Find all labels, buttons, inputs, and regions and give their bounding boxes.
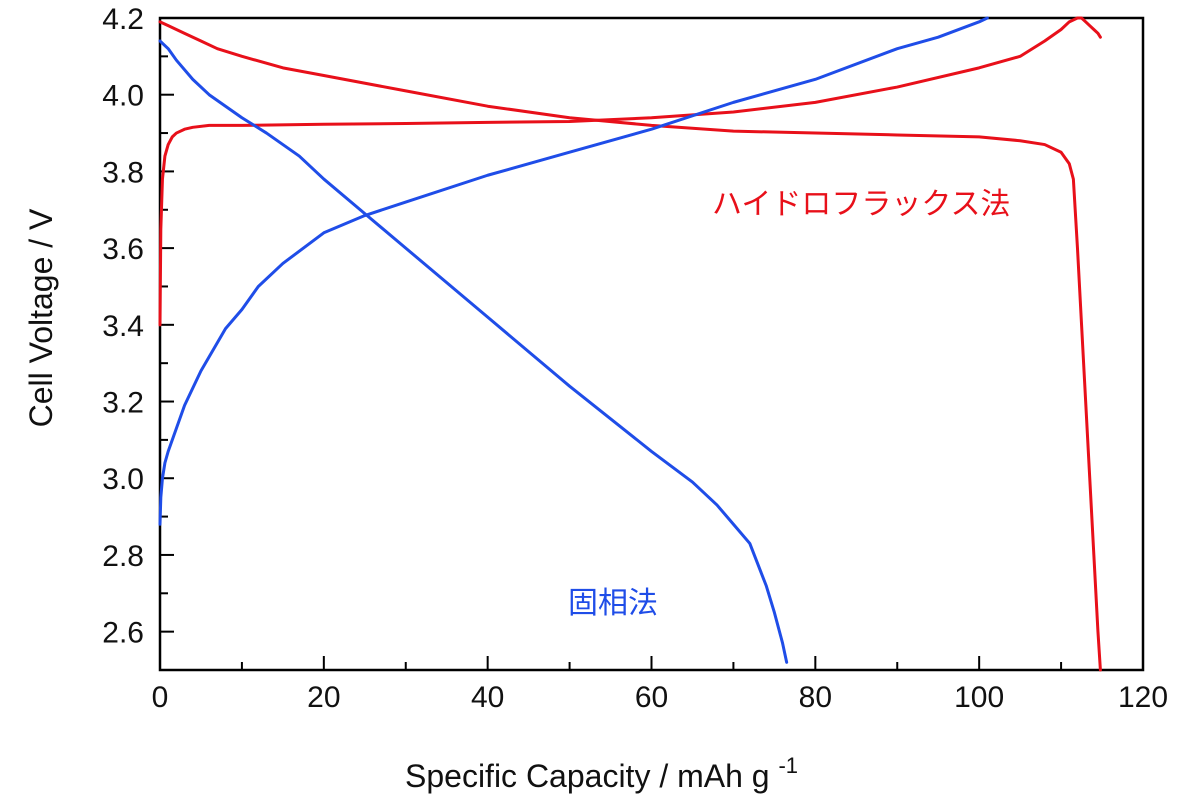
- x-tick-labels: 0 20 40 60 80 100 120: [152, 681, 1168, 714]
- x-tick-label: 100: [954, 681, 1004, 714]
- y-tick-label: 3.0: [102, 463, 144, 496]
- x-tick-label: 60: [635, 681, 668, 714]
- x-tick-label: 40: [471, 681, 504, 714]
- series-line-3: [158, 16, 989, 526]
- y-tick-label: 3.2: [102, 387, 144, 420]
- series-line-4: [158, 39, 789, 664]
- y-tick-label: 2.6: [102, 617, 144, 650]
- x-axis-title-superscript: -1: [778, 753, 798, 778]
- x-axis-title-main: Specific Capacity / mAh g: [405, 758, 770, 794]
- y-tick-label: 3.8: [102, 156, 144, 189]
- x-tick-label: 0: [152, 681, 169, 714]
- x-tick-label: 20: [307, 681, 340, 714]
- axis-ticks: [159, 17, 1144, 671]
- y-tick-label: 3.6: [102, 233, 144, 266]
- annotation-solid-state: 固相法: [568, 586, 658, 621]
- plot-frame: [158, 16, 1145, 672]
- y-tick-label: 4.2: [102, 3, 144, 36]
- y-tick-label: 3.4: [102, 310, 144, 343]
- series-line-1: [158, 16, 1102, 327]
- series-line-2: [158, 20, 1102, 672]
- y-tick-label: 2.8: [102, 540, 144, 573]
- x-axis-title: Specific Capacity / mAh g -1: [405, 753, 798, 794]
- series-layer: [158, 16, 1102, 672]
- y-axis-title: Cell Voltage / V: [23, 208, 59, 427]
- annotation-hydroflux: ハイドロフラックス法: [712, 187, 1011, 222]
- y-tick-label: 4.0: [102, 80, 144, 113]
- y-tick-labels: 2.6 2.8 3.0 3.2 3.4 3.6 3.8 4.0 4.2: [102, 3, 144, 650]
- x-tick-label: 120: [1118, 681, 1168, 714]
- x-tick-label: 80: [799, 681, 832, 714]
